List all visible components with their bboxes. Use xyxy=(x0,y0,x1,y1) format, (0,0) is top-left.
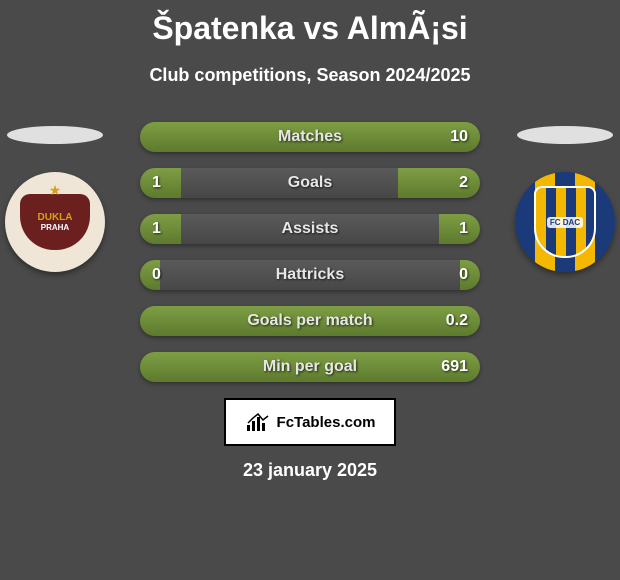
right-team-crest: FC DAC xyxy=(515,172,615,272)
comparison-area: ★ DUKLA PRAHA FC DAC Matches101Goal xyxy=(0,122,620,382)
subtitle: Club competitions, Season 2024/2025 xyxy=(0,65,620,86)
star-icon: ★ xyxy=(49,182,62,199)
stat-row: 0Hattricks0 xyxy=(140,260,480,290)
left-team-column: ★ DUKLA PRAHA xyxy=(0,122,110,272)
stat-left-value: 0 xyxy=(140,266,200,284)
stat-left-value: 1 xyxy=(140,220,200,238)
stat-row: Goals per match0.2 xyxy=(140,306,480,336)
date-text: 23 january 2025 xyxy=(0,460,620,481)
stat-right-value: 1 xyxy=(420,220,480,238)
stat-label: Assists xyxy=(200,220,420,238)
attribution-text: FcTables.com xyxy=(277,414,376,431)
attribution-box: FcTables.com xyxy=(224,398,396,446)
crest-left-line1: DUKLA xyxy=(38,212,73,223)
stat-row: Matches10 xyxy=(140,122,480,152)
stat-right-value: 691 xyxy=(420,358,480,376)
crest-left-line2: PRAHA xyxy=(41,223,69,232)
crest-right-label: FC DAC xyxy=(547,217,583,228)
stat-right-value: 0 xyxy=(420,266,480,284)
stat-right-value: 0.2 xyxy=(420,312,480,330)
stat-row: 1Assists1 xyxy=(140,214,480,244)
shadow-oval-left xyxy=(7,126,103,144)
stat-label: Goals per match xyxy=(200,312,420,330)
stat-label: Matches xyxy=(200,128,420,146)
shadow-oval-right xyxy=(517,126,613,144)
right-team-column: FC DAC xyxy=(510,122,620,272)
stat-label: Hattricks xyxy=(200,266,420,284)
fctables-logo-icon xyxy=(245,411,271,433)
stat-left-value: 1 xyxy=(140,174,200,192)
stat-right-value: 2 xyxy=(420,174,480,192)
stat-label: Goals xyxy=(200,174,420,192)
stat-label: Min per goal xyxy=(200,358,420,376)
stat-row: Min per goal691 xyxy=(140,352,480,382)
stat-row: 1Goals2 xyxy=(140,168,480,198)
page-title: Špatenka vs AlmÃ¡si xyxy=(0,0,620,47)
stats-list: Matches101Goals21Assists10Hattricks0Goal… xyxy=(140,122,480,382)
shield-icon: FC DAC xyxy=(534,186,596,258)
left-team-crest: ★ DUKLA PRAHA xyxy=(5,172,105,272)
stat-right-value: 10 xyxy=(420,128,480,146)
